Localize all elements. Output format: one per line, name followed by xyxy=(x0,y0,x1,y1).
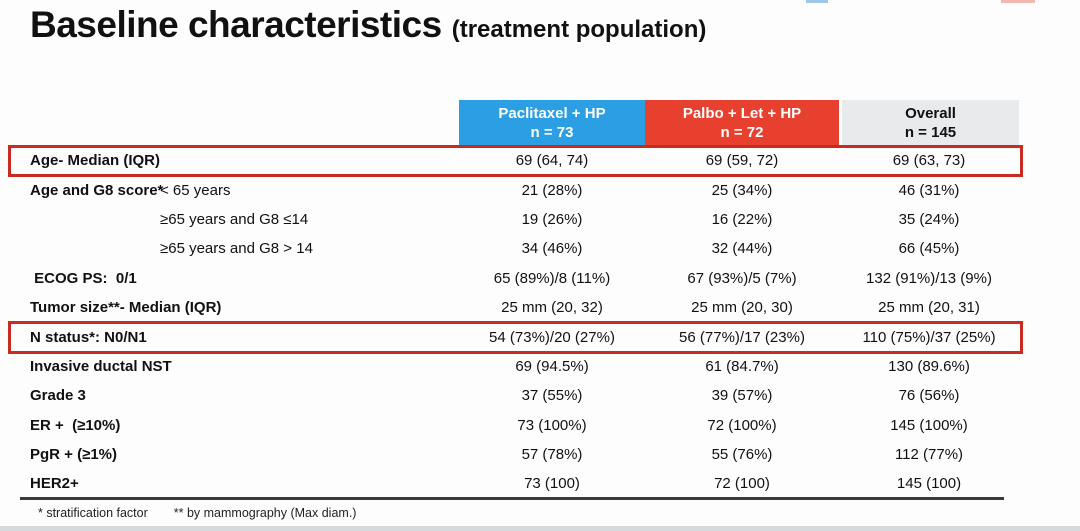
cell-value: 72 (100) xyxy=(714,475,770,493)
column-header-paclitaxel-n: n = 73 xyxy=(530,124,574,141)
cell-value: 56 (77%)/17 (23%) xyxy=(679,328,805,346)
cell-value: 132 (91%)/13 (9%) xyxy=(866,269,992,287)
table-bottom-rule xyxy=(20,497,1004,500)
cell-value: 73 (100%) xyxy=(517,416,587,434)
bottom-edge-strip xyxy=(0,526,1080,531)
footnotes: * stratification factor ** by mammograph… xyxy=(38,506,356,520)
cell-value: 145 (100%) xyxy=(890,416,968,434)
cell-value: 25 mm (20, 32) xyxy=(501,299,603,317)
cell-value: 25 mm (20, 30) xyxy=(691,299,793,317)
cell-value: 25 mm (20, 31) xyxy=(878,299,980,317)
cell-value: 19 (26%) xyxy=(521,210,583,228)
cell-value: 34 (46%) xyxy=(521,240,583,258)
table-row-her2-positive: HER2+ 73 (100) 72 (100) 145 (100) xyxy=(20,469,1019,498)
column-header-palbo: Palbo + Let + HP n = 72 xyxy=(645,100,839,146)
cell-value: 72 (100%) xyxy=(707,416,777,434)
table-row-tumor-size: Tumor size**- Median (IQR) 25 mm (20, 32… xyxy=(20,293,1019,322)
cell-value: 35 (24%) xyxy=(898,210,960,228)
title-subtitle: (treatment population) xyxy=(451,16,707,43)
cell-value: 76 (56%) xyxy=(898,387,960,405)
footnote-stratification: * stratification factor xyxy=(38,506,148,520)
cell-value: 110 (75%)/37 (25%) xyxy=(862,328,996,346)
cell-value: 55 (76%) xyxy=(711,446,773,464)
row-sublabel: ≥65 years and G8 ≤14 xyxy=(160,210,309,228)
table-row-age-median: Age- Median (IQR) 69 (64, 74) 69 (59, 72… xyxy=(8,144,1023,178)
row-label: HER2+ xyxy=(30,475,79,493)
row-label: PgR + (≥1%) xyxy=(30,446,117,464)
page-title: Baseline characteristics (treatment popul… xyxy=(30,4,706,46)
baseline-characteristics-table: Paclitaxel + HP n = 73 Palbo + Let + HP … xyxy=(8,100,1023,499)
cell-value: 130 (89.6%) xyxy=(888,357,970,375)
column-header-overall: Overall n = 145 xyxy=(839,100,1019,146)
row-sublabel: < 65 years xyxy=(160,181,231,199)
row-label: Tumor size**- Median (IQR) xyxy=(30,299,222,317)
table-row-invasive-ductal: Invasive ductal NST 69 (94.5%) 61 (84.7%… xyxy=(20,352,1019,381)
row-label: ER + (≥10%) xyxy=(30,416,121,434)
cell-value: 67 (93%)/5 (7%) xyxy=(687,269,797,287)
table-row-pgr-positive: PgR + (≥1%) 57 (78%) 55 (76%) 112 (77%) xyxy=(20,440,1019,469)
row-sublabel: ≥65 years and G8 > 14 xyxy=(160,240,313,258)
cell-value: 69 (59, 72) xyxy=(705,152,779,170)
cell-value: 112 (77%) xyxy=(894,446,964,464)
title-main: Baseline characteristics xyxy=(30,4,442,45)
table-row-age-g8-ge65-gt14: ≥65 years and G8 > 14 34 (46%) 32 (44%) … xyxy=(20,234,1019,263)
column-header-paclitaxel-name: Paclitaxel + HP xyxy=(498,105,606,122)
column-header-overall-name: Overall xyxy=(905,105,956,122)
row-label: N status*: N0/N1 xyxy=(30,328,147,346)
cell-value: 69 (63, 73) xyxy=(892,152,966,170)
footnote-mammography: ** by mammography (Max diam.) xyxy=(173,506,357,520)
cell-value: 61 (84.7%) xyxy=(705,357,779,375)
row-label: Grade 3 xyxy=(30,387,86,405)
table-row-ecog-ps: ECOG PS: 0/1 65 (89%)/8 (11%) 67 (93%)/5… xyxy=(20,264,1019,293)
cell-value: 66 (45%) xyxy=(898,240,960,258)
table-row-age-g8-ge65-le14: ≥65 years and G8 ≤14 19 (26%) 16 (22%) 3… xyxy=(20,205,1019,234)
cell-value: 65 (89%)/8 (11%) xyxy=(493,269,611,287)
cell-value: 46 (31%) xyxy=(898,181,960,199)
table-row-grade-3: Grade 3 37 (55%) 39 (57%) 76 (56%) xyxy=(20,381,1019,410)
cell-value: 69 (94.5%) xyxy=(515,357,589,375)
table-row-n-status: N status*: N0/N1 54 (73%)/20 (27%) 56 (7… xyxy=(8,321,1023,355)
table-row-age-g8-lt65: Age and G8 score* < 65 years 21 (28%) 25… xyxy=(20,175,1019,204)
cell-value: 37 (55%) xyxy=(521,387,583,405)
column-header-palbo-n: n = 72 xyxy=(720,124,764,141)
cell-value: 39 (57%) xyxy=(711,387,773,405)
column-header-palbo-name: Palbo + Let + HP xyxy=(682,105,802,122)
top-edge-artifact-blue xyxy=(806,0,828,3)
table-row-er-positive: ER + (≥10%) 73 (100%) 72 (100%) 145 (100… xyxy=(20,411,1019,440)
cell-value: 32 (44%) xyxy=(711,240,773,258)
row-label: ECOG PS: 0/1 xyxy=(30,269,137,287)
column-header-paclitaxel: Paclitaxel + HP n = 73 xyxy=(459,100,645,146)
table-header-row: Paclitaxel + HP n = 73 Palbo + Let + HP … xyxy=(20,100,1019,146)
cell-value: 69 (64, 74) xyxy=(515,152,589,170)
column-header-overall-n: n = 145 xyxy=(904,124,957,141)
cell-value: 21 (28%) xyxy=(521,181,583,199)
cell-value: 54 (73%)/20 (27%) xyxy=(489,328,615,346)
row-label: Age- Median (IQR) xyxy=(30,152,160,170)
row-label: Age and G8 score* xyxy=(30,181,164,199)
cell-value: 57 (78%) xyxy=(521,446,583,464)
cell-value: 16 (22%) xyxy=(711,210,773,228)
cell-value: 73 (100) xyxy=(524,475,580,493)
top-edge-artifact-red xyxy=(1001,0,1035,3)
row-label: Invasive ductal NST xyxy=(30,357,172,375)
cell-value: 145 (100) xyxy=(896,475,962,493)
cell-value: 25 (34%) xyxy=(711,181,773,199)
